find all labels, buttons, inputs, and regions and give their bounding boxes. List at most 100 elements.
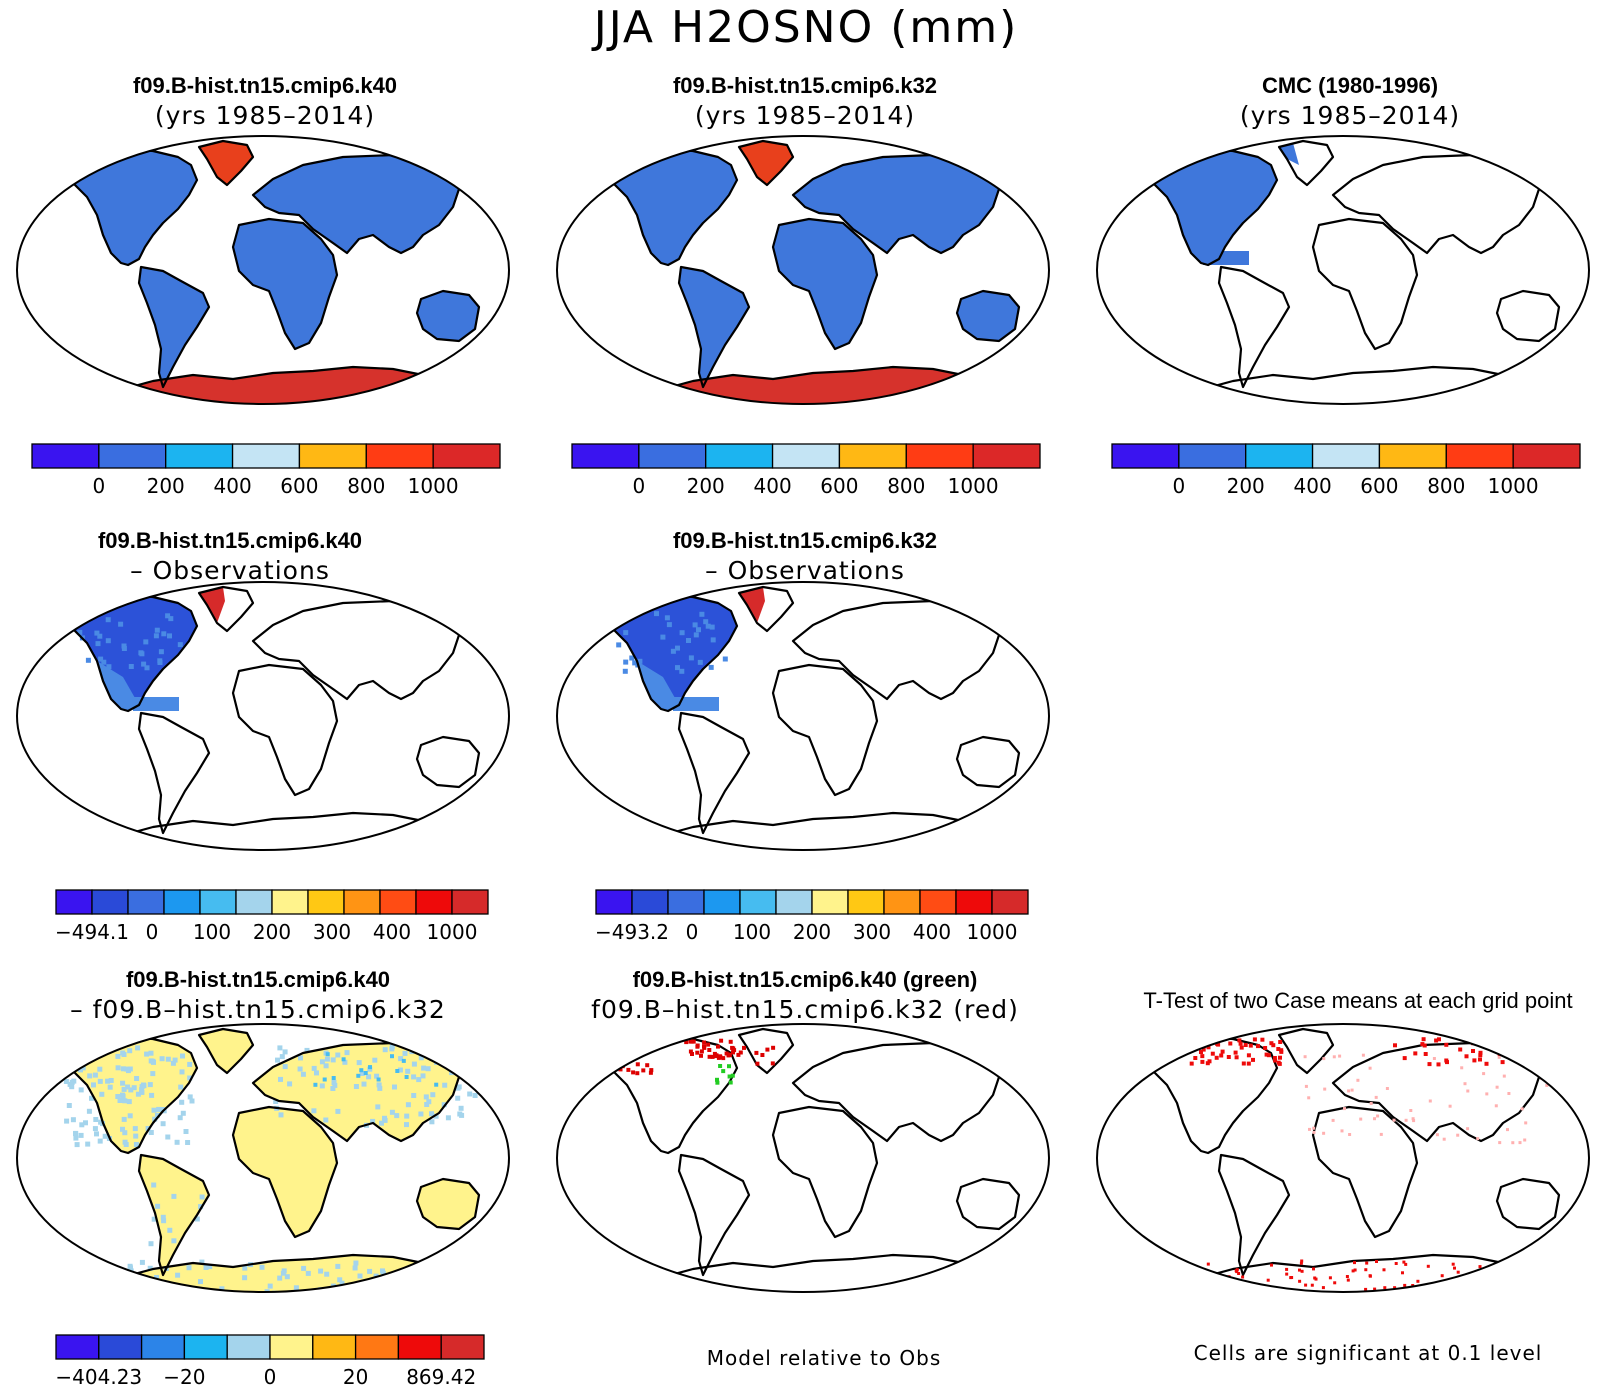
ttest-red-marker (1321, 1286, 1325, 1290)
case-speckle-cool (133, 1142, 139, 1147)
colorbar-case-diff-swatch (312, 1334, 357, 1360)
case-speckle-cool (368, 1288, 374, 1292)
case-speckle-cool (151, 1059, 156, 1065)
ttest-pink-marker (1369, 1101, 1373, 1105)
colorbar-abs-k32-swatch (838, 443, 907, 469)
colorbar-diff-k32-tick-label: 100 (733, 920, 771, 944)
case-speckle-cool (335, 1052, 341, 1058)
ttest-south-america-coastline (1217, 1153, 1291, 1277)
k32-obs-speckle (699, 611, 705, 617)
case-speckle-cool (367, 1268, 373, 1274)
k32-obs-south-america-coastline (677, 711, 751, 835)
case-speckle-cool (198, 1279, 203, 1285)
ttest-red-marker (1256, 1044, 1260, 1049)
case-speckle-cool (324, 1271, 330, 1277)
k32-obs-north-america-fill (599, 595, 737, 711)
case-speckle-cool (89, 1095, 94, 1101)
case-speckle-cool (66, 1103, 72, 1108)
sig-red-marker (765, 1047, 770, 1052)
ttest-africa-coastline (1311, 1105, 1419, 1239)
ttest-pink-marker (1312, 1130, 1316, 1134)
k40-obs-speckle (101, 659, 107, 665)
case-speckle-cool (339, 1280, 345, 1286)
ttest-red-marker (1237, 1038, 1242, 1043)
ttest-pink-marker (1507, 1092, 1511, 1095)
k40-obs-speckle (157, 660, 163, 665)
cmc-greenland-coastline (1277, 139, 1335, 187)
k40-obs-speckle (167, 633, 172, 639)
ttest-red-marker (1206, 1262, 1210, 1266)
case-speckle-cool (319, 1059, 325, 1065)
cmc-north-america-coastline (1137, 147, 1279, 267)
case-speckle-cool (120, 1066, 126, 1072)
case-speckle-cool (78, 1067, 83, 1073)
case-speckle-cool (314, 1070, 319, 1076)
case-speckle-cool (122, 1098, 128, 1104)
case-speckle-cool (380, 1270, 386, 1276)
case-speckle-cool (128, 1087, 134, 1093)
ttest-pink-marker (1456, 1133, 1460, 1137)
k32-obs-eurasia-coastline (791, 599, 1015, 701)
sig-red-marker (706, 1042, 711, 1047)
sig-red-marker (710, 1054, 715, 1059)
case-speckle-cool2 (313, 1082, 318, 1087)
ttest-red-marker (1478, 1265, 1482, 1269)
case-australia-coastline (415, 1177, 481, 1231)
panel-5-title: f09.B-hist.tn15.cmip6.k32 (673, 528, 937, 553)
case-speckle-cool (282, 1049, 288, 1055)
ttest-red-marker (1346, 1278, 1350, 1282)
ttest-pink-marker (1518, 1141, 1522, 1145)
ttest-red-marker (1189, 1043, 1194, 1048)
case-speckle-cool (442, 1082, 448, 1088)
map-panel-ttest (1096, 1023, 1590, 1293)
case-speckle-cool (180, 1110, 186, 1116)
ttest-red-marker (1423, 1052, 1428, 1056)
ttest-red-marker (1353, 1268, 1357, 1272)
sig-red-marker (727, 1053, 732, 1057)
panel-2-title: f09.B-hist.tn15.cmip6.k32 (673, 73, 937, 98)
case-speckle-cool (189, 1098, 195, 1104)
sig-south-america-coastline (677, 1153, 751, 1277)
ttest-red-marker (1375, 1260, 1378, 1263)
colorbar-diff-k32-swatch (955, 889, 993, 915)
case-speckle-cool (423, 1094, 429, 1100)
case-speckle-cool (78, 1132, 84, 1138)
case-speckle-cool (115, 1094, 121, 1099)
sig-red-marker (754, 1050, 759, 1055)
case-speckle-cool (323, 1117, 329, 1123)
colorbar-abs-k40-tick-label: 0 (93, 474, 106, 498)
case-speckle-cool (293, 1285, 299, 1291)
ttest-red-marker (1224, 1287, 1228, 1291)
case-speckle-cool (107, 1084, 113, 1090)
case-speckle-cool (170, 1060, 176, 1066)
case-speckle-cool (359, 1071, 365, 1076)
k32-obs-speckle (688, 655, 694, 661)
case-speckle-cool (267, 1283, 273, 1289)
case-speckle-cool (405, 1102, 411, 1108)
case-speckle-cool (133, 1133, 139, 1139)
colorbar-abs-k40-swatch (298, 443, 367, 469)
case-speckle-cool (126, 1068, 131, 1074)
ttest-red-marker (1333, 1281, 1337, 1285)
case-speckle-cool (92, 1072, 98, 1078)
sig-red-marker (699, 1053, 703, 1058)
case-speckle-cool (382, 1047, 388, 1053)
case-australia-fill (417, 1179, 479, 1229)
case-speckle-cool (70, 1117, 76, 1123)
case-speckle-cool (154, 1275, 159, 1280)
case-speckle-cool (106, 1045, 111, 1051)
case-speckle-cool (459, 1112, 465, 1118)
colorbar-abs-cmc-tick-label: 0 (1173, 474, 1186, 498)
case-speckle-cool (330, 1057, 336, 1063)
sig-globe-outline (556, 1023, 1050, 1293)
case-speckle-cool (183, 1129, 189, 1134)
case-speckle-cool (337, 1277, 343, 1283)
ttest-red-marker (1393, 1043, 1397, 1048)
ttest-red-marker (1313, 1276, 1317, 1280)
colorbar-diff-k40-swatch (199, 889, 237, 915)
case-speckle-cool (446, 1044, 452, 1050)
ttest-red-marker (1498, 1280, 1502, 1284)
colorbar-abs-cmc-tick-label: 200 (1227, 474, 1265, 498)
k40-africa-fill (233, 219, 337, 349)
